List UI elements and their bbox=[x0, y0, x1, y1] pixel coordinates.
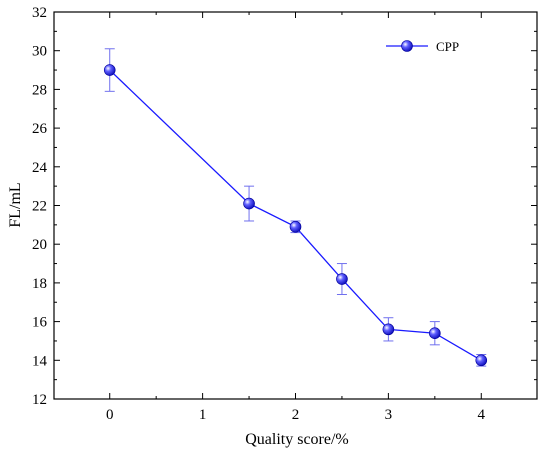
data-point bbox=[289, 220, 302, 233]
x-tick-label: 4 bbox=[478, 407, 486, 423]
legend-marker bbox=[401, 40, 413, 52]
series-layer bbox=[103, 48, 488, 367]
y-tick-label: 26 bbox=[32, 121, 48, 137]
y-tick-label: 28 bbox=[32, 82, 47, 98]
data-point bbox=[243, 197, 255, 210]
data-point bbox=[475, 354, 488, 367]
x-tick-label: 2 bbox=[292, 407, 300, 423]
y-tick-label: 24 bbox=[32, 160, 48, 176]
data-point bbox=[336, 273, 348, 285]
y-axis-label: FL/mL bbox=[7, 182, 24, 227]
y-tick-label: 12 bbox=[32, 392, 47, 408]
y-tick-label: 32 bbox=[32, 5, 47, 21]
legend: CPP bbox=[386, 39, 459, 54]
data-point bbox=[429, 327, 441, 340]
x-tick-label: 0 bbox=[106, 407, 114, 423]
y-tick-label: 16 bbox=[32, 315, 48, 331]
y-tick-label: 14 bbox=[32, 353, 48, 369]
y-tick-label: 30 bbox=[32, 44, 47, 60]
x-axis-label: Quality score/% bbox=[245, 431, 349, 448]
x-tick-label: 3 bbox=[385, 407, 393, 423]
data-point bbox=[382, 323, 395, 336]
y-tick-label: 22 bbox=[32, 199, 47, 215]
series-line bbox=[109, 69, 482, 361]
legend-label: CPP bbox=[436, 39, 459, 54]
data-point bbox=[103, 64, 116, 76]
y-tick-label: 20 bbox=[32, 237, 47, 253]
x-tick-label: 1 bbox=[199, 407, 207, 423]
plot-frame bbox=[53, 11, 538, 400]
y-tick-label: 18 bbox=[32, 276, 47, 292]
